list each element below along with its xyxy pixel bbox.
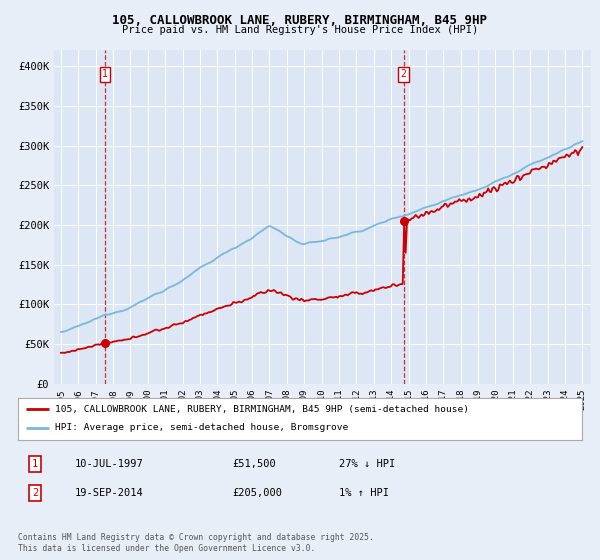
Text: 27% ↓ HPI: 27% ↓ HPI bbox=[340, 459, 396, 469]
Text: HPI: Average price, semi-detached house, Bromsgrove: HPI: Average price, semi-detached house,… bbox=[55, 423, 348, 432]
Text: Contains HM Land Registry data © Crown copyright and database right 2025.
This d: Contains HM Land Registry data © Crown c… bbox=[18, 533, 374, 553]
Text: 1: 1 bbox=[102, 69, 108, 79]
Text: 10-JUL-1997: 10-JUL-1997 bbox=[74, 459, 143, 469]
Text: 19-SEP-2014: 19-SEP-2014 bbox=[74, 488, 143, 498]
Text: Price paid vs. HM Land Registry's House Price Index (HPI): Price paid vs. HM Land Registry's House … bbox=[122, 25, 478, 35]
Text: 2: 2 bbox=[401, 69, 407, 79]
Text: £205,000: £205,000 bbox=[232, 488, 283, 498]
Text: 105, CALLOWBROOK LANE, RUBERY, BIRMINGHAM, B45 9HP: 105, CALLOWBROOK LANE, RUBERY, BIRMINGHA… bbox=[113, 14, 487, 27]
Text: £51,500: £51,500 bbox=[232, 459, 276, 469]
Text: 1: 1 bbox=[32, 459, 38, 469]
Text: 105, CALLOWBROOK LANE, RUBERY, BIRMINGHAM, B45 9HP (semi-detached house): 105, CALLOWBROOK LANE, RUBERY, BIRMINGHA… bbox=[55, 405, 469, 414]
Text: 1% ↑ HPI: 1% ↑ HPI bbox=[340, 488, 389, 498]
Text: 2: 2 bbox=[32, 488, 38, 498]
